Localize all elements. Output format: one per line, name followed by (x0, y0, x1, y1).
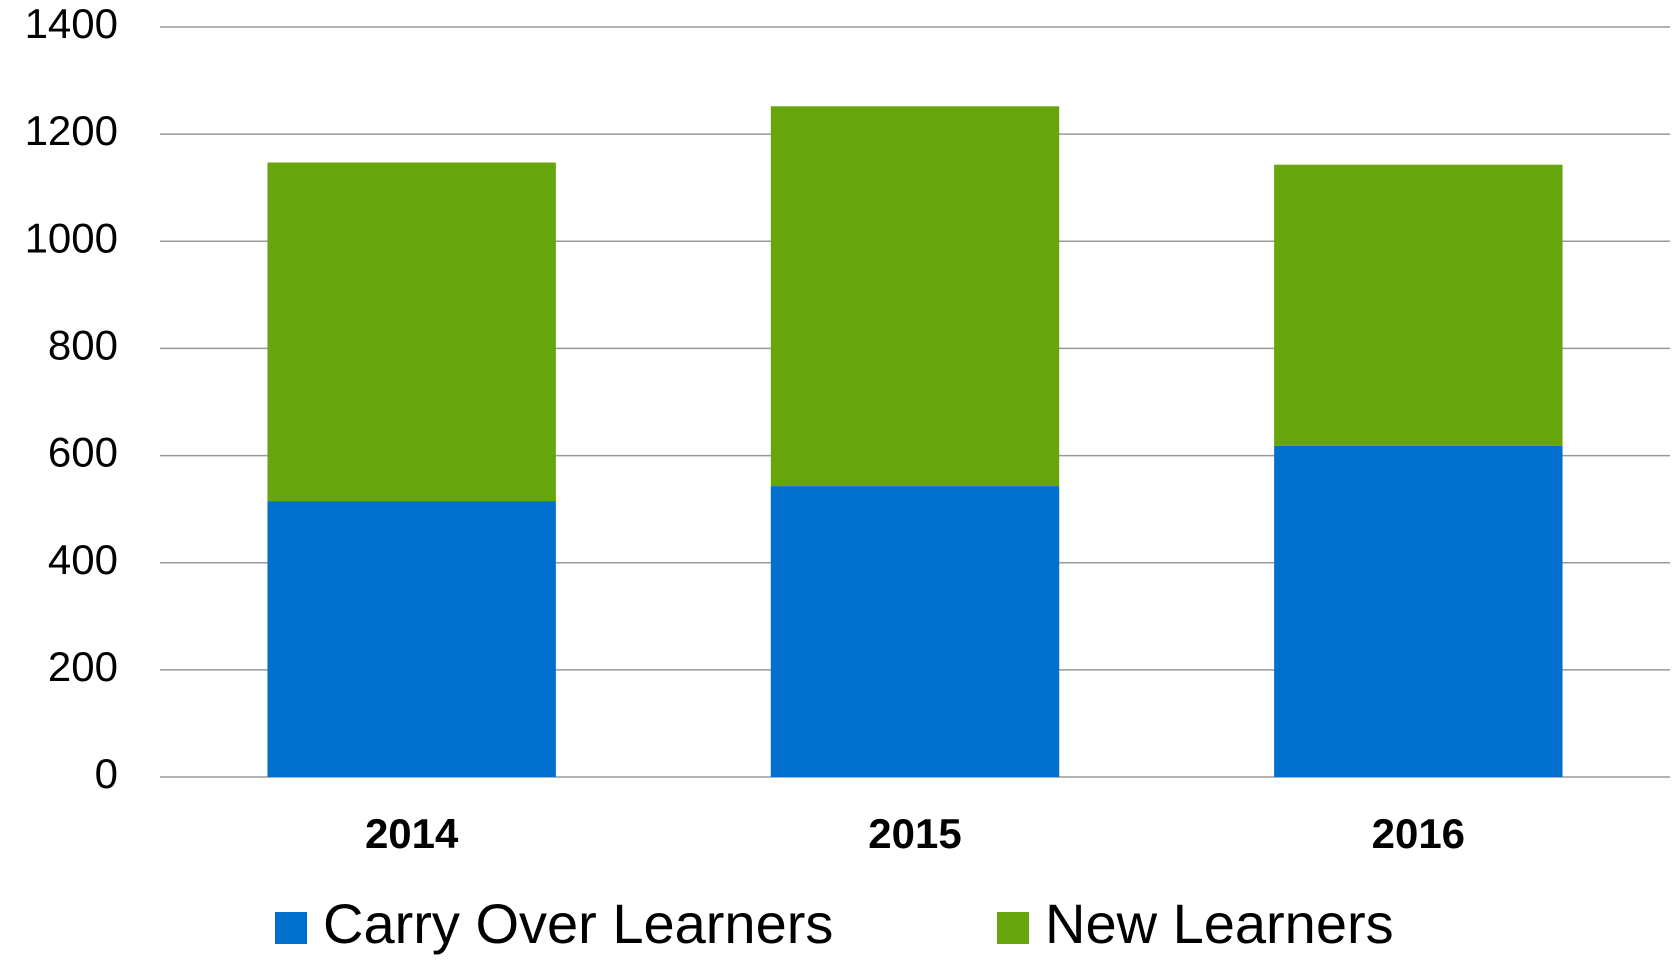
y-tick-label: 1400 (25, 0, 118, 47)
bar-segment (770, 486, 1060, 777)
y-tick-label: 200 (48, 643, 118, 690)
bar-segment (770, 106, 1060, 487)
legend-swatch (997, 912, 1029, 944)
bar-segment (1274, 164, 1563, 446)
y-tick-label: 1000 (25, 214, 118, 261)
legend-label: New Learners (1045, 892, 1394, 955)
bar-segment (267, 501, 556, 777)
legend-swatch (275, 912, 307, 944)
x-tick-label: 2015 (868, 810, 961, 857)
y-tick-label: 1200 (25, 107, 118, 154)
y-tick-label: 600 (48, 429, 118, 476)
y-tick-label: 800 (48, 322, 118, 369)
bar-segment (1274, 445, 1563, 777)
bar-segment (267, 162, 556, 502)
x-tick-label: 2014 (365, 810, 459, 857)
y-tick-label: 400 (48, 536, 118, 583)
y-tick-label: 0 (95, 750, 118, 797)
legend-label: Carry Over Learners (323, 892, 833, 955)
x-tick-label: 2016 (1372, 810, 1465, 857)
